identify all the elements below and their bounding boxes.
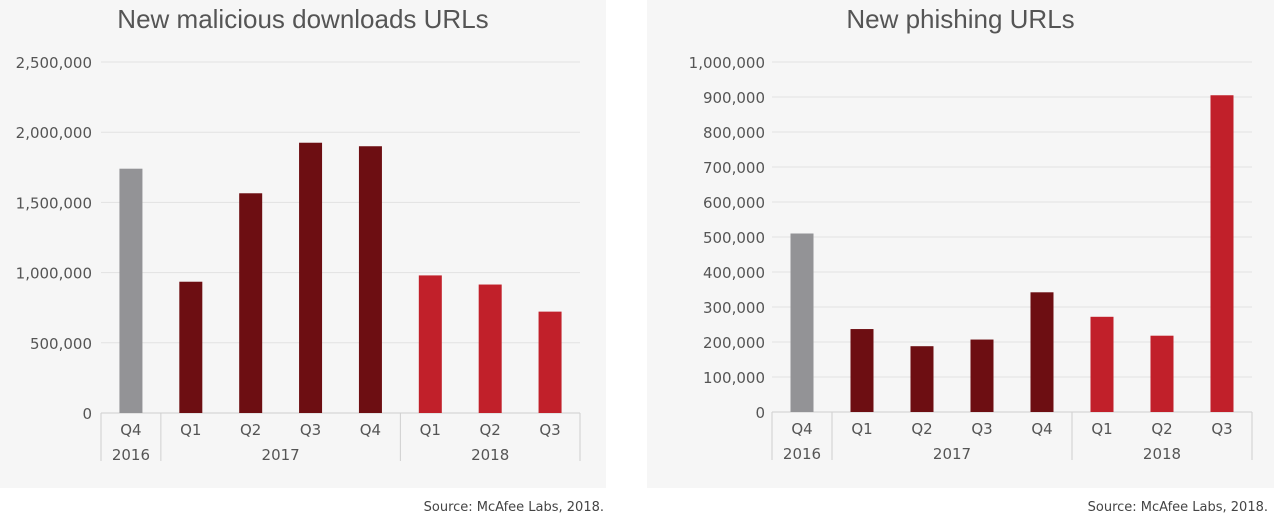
malicious-downloads-chart-panel: New malicious downloads URLs 0 500,000 1,0… [0, 0, 606, 488]
x-tick-label: Q3 [539, 421, 560, 439]
y-tick-label: 2,500,000 [16, 54, 92, 72]
x-tick-label: Q4 [360, 421, 381, 439]
y-tick-label: 1,000,000 [16, 265, 92, 283]
malicious-downloads-chart: 0 500,000 1,000,000 1,500,000 2,000,000 2,500… [16, 54, 581, 464]
bar [418, 275, 442, 413]
x-tick-label: Q2 [911, 420, 932, 438]
bar [1210, 95, 1234, 412]
chart-title: New phishing URLs [846, 4, 1075, 34]
x-tick-label: Q4 [791, 420, 812, 438]
source-note: Source: McAfee Labs, 2018. [423, 500, 604, 515]
x-group-label: 2016 [783, 445, 821, 463]
bar [179, 281, 203, 413]
bar [1150, 335, 1174, 412]
x-group-label: 2017 [933, 445, 971, 463]
bar [299, 142, 323, 414]
x-tick-label: Q3 [1211, 420, 1232, 438]
x-tick-label: Q4 [120, 421, 141, 439]
x-group-label: 2018 [471, 446, 509, 464]
x-tick-label: Q1 [851, 420, 872, 438]
x-tick-label: Q3 [971, 420, 992, 438]
y-tick-label: 700,000 [703, 159, 765, 177]
bar [119, 168, 143, 413]
y-tick-label: 900,000 [703, 89, 765, 107]
x-tick-label: Q2 [240, 421, 261, 439]
y-tick-label: 400,000 [703, 264, 765, 282]
phishing-chart-panel: New phishing URLs 0 100,000 200,000 300,000… [647, 0, 1274, 488]
bar [538, 311, 562, 413]
bar [850, 329, 874, 412]
x-tick-label: Q2 [480, 421, 501, 439]
x-group-label: 2018 [1143, 445, 1181, 463]
x-tick-label: Q1 [1091, 420, 1112, 438]
bar [1090, 316, 1114, 412]
bar [790, 233, 814, 412]
x-tick-label: Q3 [300, 421, 321, 439]
x-group-label: 2017 [262, 446, 300, 464]
phishing-chart: 0 100,000 200,000 300,000 400,000 500,000 600,… [689, 54, 1253, 463]
y-tick-label: 1,500,000 [16, 194, 92, 212]
bar [239, 193, 263, 413]
bar [970, 339, 994, 412]
bar [910, 346, 934, 412]
x-tick-label: Q2 [1151, 420, 1172, 438]
source-note: Source: McAfee Labs, 2018. [1087, 500, 1268, 515]
y-tick-label: 2,000,000 [16, 124, 92, 142]
y-tick-label: 800,000 [703, 124, 765, 142]
y-tick-label: 500,000 [30, 335, 92, 353]
bar [1030, 292, 1054, 412]
y-tick-label: 100,000 [703, 369, 765, 387]
x-tick-label: Q4 [1031, 420, 1052, 438]
y-tick-label: 300,000 [703, 299, 765, 317]
chart-title: New malicious downloads URLs [117, 4, 489, 34]
x-tick-label: Q1 [180, 421, 201, 439]
y-tick-label: 600,000 [703, 194, 765, 212]
x-tick-label: Q1 [420, 421, 441, 439]
y-tick-label: 1,000,000 [689, 54, 765, 72]
bar [478, 284, 502, 413]
y-tick-label: 0 [755, 404, 765, 422]
y-tick-label: 500,000 [703, 229, 765, 247]
y-tick-label: 0 [82, 405, 92, 423]
x-group-label: 2016 [112, 446, 150, 464]
bar [358, 146, 382, 414]
y-tick-label: 200,000 [703, 334, 765, 352]
